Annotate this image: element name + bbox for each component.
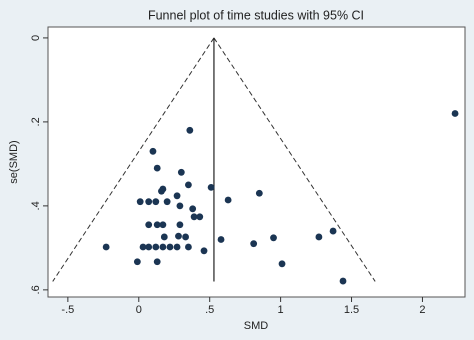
x-tick-label: 0 (136, 304, 142, 316)
study-point (153, 221, 161, 229)
study-point (255, 189, 263, 197)
y-tick-label: .2 (30, 117, 42, 126)
study-point (278, 260, 286, 268)
x-tick-label: .5 (205, 304, 214, 316)
study-point (153, 164, 161, 172)
study-point (250, 240, 258, 248)
funnel-right (213, 37, 376, 282)
study-point (102, 243, 110, 251)
y-tick-label: .4 (30, 201, 42, 210)
study-point (139, 243, 147, 251)
study-point (270, 234, 277, 242)
study-point (152, 198, 160, 206)
study-point (158, 187, 165, 195)
study-point (173, 192, 181, 200)
study-point (224, 196, 232, 204)
study-point (160, 233, 168, 241)
study-point (190, 213, 198, 221)
x-axis-title: SMD (244, 320, 269, 332)
study-point (145, 221, 153, 229)
chart-title: Funnel plot of time studies with 95% CI (148, 8, 364, 22)
y-tick-label: .6 (30, 285, 42, 294)
study-point (175, 232, 182, 240)
study-point (145, 243, 153, 251)
study-point (185, 243, 192, 251)
study-point (145, 198, 153, 206)
study-point (176, 202, 184, 210)
study-point (315, 233, 323, 241)
funnel-left (52, 37, 215, 282)
study-point (207, 184, 215, 191)
study-point (196, 213, 204, 221)
study-point (217, 236, 225, 243)
study-point (186, 126, 194, 134)
study-point (173, 243, 181, 251)
study-point (149, 147, 157, 155)
plot-area (47, 26, 466, 298)
study-point (159, 221, 167, 229)
x-tick-label: 1.5 (344, 304, 359, 316)
study-point (200, 247, 208, 255)
study-point (166, 243, 174, 251)
x-tick-label: 2 (419, 304, 425, 316)
study-point (339, 277, 347, 285)
study-point (329, 227, 337, 235)
study-point (152, 243, 160, 251)
study-point (176, 221, 184, 229)
y-tick-label: 0 (30, 35, 42, 41)
study-point (185, 181, 192, 189)
x-tick-label: -.5 (61, 304, 74, 316)
study-point (451, 110, 459, 117)
x-tick-label: 1 (278, 304, 284, 316)
study-point (159, 243, 167, 251)
study-point (133, 258, 141, 266)
y-axis-title: se(SMD) (8, 140, 20, 183)
study-point (136, 198, 144, 206)
study-point (177, 168, 185, 176)
study-point (182, 233, 189, 241)
study-point (163, 198, 171, 206)
study-point (189, 205, 197, 213)
study-point (153, 258, 161, 266)
